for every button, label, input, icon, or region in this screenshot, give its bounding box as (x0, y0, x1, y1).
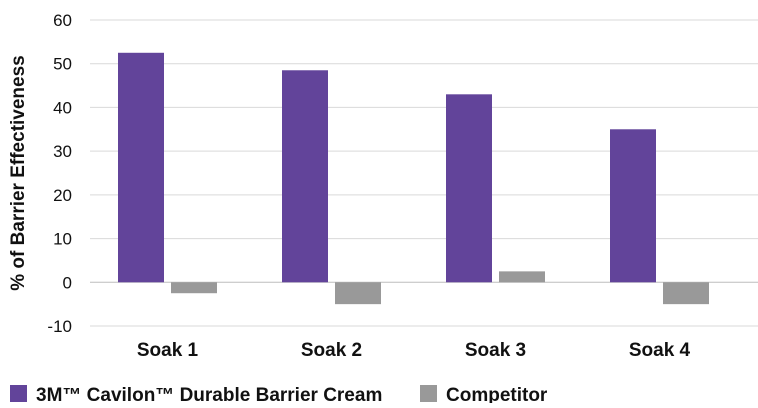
legend: 3M™ Cavilon™ Durable Barrier Cream Compe… (10, 385, 548, 406)
legend-swatch-cavilon (10, 385, 27, 402)
bars (118, 52, 709, 305)
bar-competitor (663, 282, 709, 305)
y-axis-ticks: -10 0 10 20 30 40 50 60 (47, 11, 72, 336)
x-axis-categories: Soak 1 Soak 2 Soak 3 Soak 4 (137, 340, 691, 361)
y-axis-title: % of Barrier Effectiveness (8, 55, 29, 291)
bar-cavilon (118, 52, 164, 283)
x-category-label: Soak 3 (465, 340, 526, 361)
y-tick-label: 40 (53, 98, 72, 117)
y-tick-label: 20 (53, 186, 72, 205)
y-tick-label: 50 (53, 55, 72, 74)
x-category-label: Soak 1 (137, 340, 199, 361)
legend-swatch-competitor (420, 385, 437, 402)
y-tick-label: 0 (63, 273, 72, 292)
y-tick-label: 10 (53, 230, 72, 249)
bar-cavilon (610, 129, 656, 283)
bar-competitor (335, 282, 381, 305)
y-tick-label: 30 (53, 142, 72, 161)
legend-label-competitor: Competitor (446, 385, 548, 403)
bar-cavilon (446, 94, 492, 283)
y-tick-label: -10 (47, 317, 72, 336)
gridlines (90, 19, 758, 327)
bar-competitor (171, 282, 217, 294)
x-category-label: Soak 2 (301, 340, 362, 361)
x-category-label: Soak 4 (629, 340, 691, 361)
bar-cavilon (282, 70, 328, 283)
y-tick-label: 60 (53, 11, 72, 30)
legend-label-cavilon: 3M™ Cavilon™ Durable Barrier Cream (36, 385, 382, 403)
bar-competitor (499, 271, 545, 283)
